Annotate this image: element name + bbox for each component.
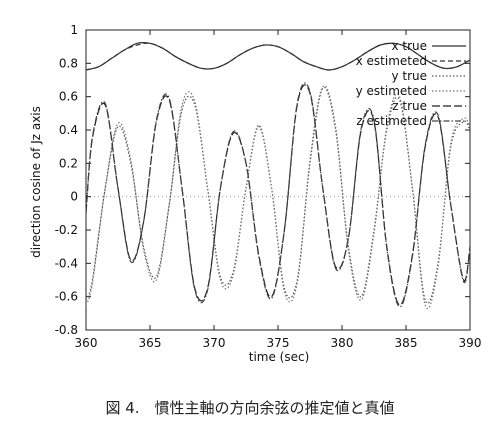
y-tick-label: -0.6 bbox=[55, 290, 78, 304]
x-tick-label: 375 bbox=[267, 336, 290, 350]
legend-label: x true bbox=[391, 39, 427, 53]
legend-label: y estimeted bbox=[356, 84, 427, 98]
y-tick-label: -0.4 bbox=[55, 256, 78, 270]
y-tick-label: 0 bbox=[70, 190, 78, 204]
legend-label: x estimeted bbox=[356, 54, 427, 68]
series-line-x-estimeted bbox=[85, 42, 471, 71]
series-layer bbox=[85, 41, 471, 310]
x-tick-label: 380 bbox=[331, 336, 354, 350]
x-tick-label: 370 bbox=[203, 336, 226, 350]
y-axis: 1 0.8 0.6 0.4 0.2 0 -0.2 -0.4 -0.6 -0.8 bbox=[55, 23, 470, 337]
y-tick-label: -0.2 bbox=[55, 223, 78, 237]
y-tick-label: 1 bbox=[70, 23, 78, 37]
legend-label: z true bbox=[392, 99, 427, 113]
y-tick-label: -0.8 bbox=[55, 323, 78, 337]
x-axis-label: time (sec) bbox=[249, 350, 310, 364]
series-line-y-estimeted bbox=[85, 85, 471, 310]
x-tick-label: 385 bbox=[395, 336, 418, 350]
figure-caption: 図 4. 慣性主軸の方向余弦の推定値と真値 bbox=[105, 399, 395, 417]
y-axis-label: direction cosine of Jz axis bbox=[29, 106, 43, 258]
x-tick-label: 390 bbox=[459, 336, 482, 350]
y-tick-label: 0.2 bbox=[59, 156, 78, 170]
y-tick-label: 0.8 bbox=[59, 56, 78, 70]
x-tick-label: 365 bbox=[139, 336, 162, 350]
x-axis: 360 365 370 375 380 385 390 bbox=[75, 30, 482, 350]
y-tick-label: 0.4 bbox=[59, 123, 78, 137]
legend-label: y true bbox=[391, 69, 427, 83]
legend-label: z estimeted bbox=[356, 114, 427, 128]
y-tick-label: 0.6 bbox=[59, 90, 78, 104]
series-line-z-estimeted bbox=[85, 82, 471, 308]
x-tick-label: 360 bbox=[75, 336, 98, 350]
